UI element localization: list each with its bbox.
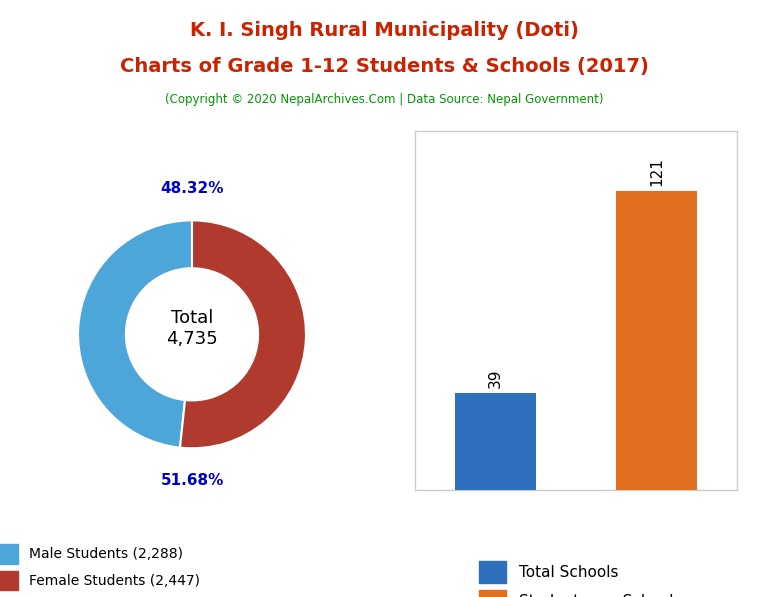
Text: 51.68%: 51.68% <box>161 473 223 488</box>
Wedge shape <box>180 220 306 448</box>
Text: Total
4,735: Total 4,735 <box>166 309 218 348</box>
Text: K. I. Singh Rural Municipality (Doti): K. I. Singh Rural Municipality (Doti) <box>190 21 578 40</box>
Wedge shape <box>78 220 192 448</box>
Text: 48.32%: 48.32% <box>161 181 223 196</box>
Bar <box>616 190 697 490</box>
Text: 39: 39 <box>488 369 503 388</box>
Legend: Male Students (2,288), Female Students (2,447): Male Students (2,288), Female Students (… <box>0 538 205 596</box>
Text: Charts of Grade 1-12 Students & Schools (2017): Charts of Grade 1-12 Students & Schools … <box>120 57 648 76</box>
Legend: Total Schools, Students per School: Total Schools, Students per School <box>473 555 679 597</box>
Text: 121: 121 <box>649 157 664 186</box>
Bar <box>455 393 536 490</box>
Text: (Copyright © 2020 NepalArchives.Com | Data Source: Nepal Government): (Copyright © 2020 NepalArchives.Com | Da… <box>165 93 603 106</box>
